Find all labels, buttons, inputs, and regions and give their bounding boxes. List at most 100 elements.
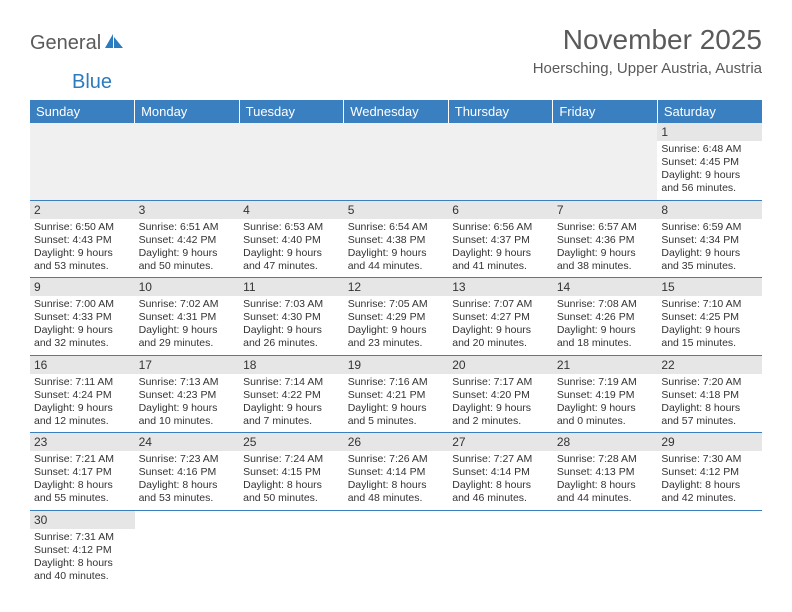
sunset-text: Sunset: 4:27 PM <box>452 311 549 324</box>
calendar-cell: 11Sunrise: 7:03 AMSunset: 4:30 PMDayligh… <box>239 278 344 356</box>
daylight-text: Daylight: 9 hours <box>452 402 549 415</box>
location-text: Hoersching, Upper Austria, Austria <box>533 60 762 77</box>
daylight-text: Daylight: 8 hours <box>139 479 236 492</box>
day-content: Sunrise: 7:13 AMSunset: 4:23 PMDaylight:… <box>135 374 240 433</box>
day-number: 12 <box>344 278 449 296</box>
calendar-table: SundayMondayTuesdayWednesdayThursdayFrid… <box>30 100 762 587</box>
calendar-cell: 12Sunrise: 7:05 AMSunset: 4:29 PMDayligh… <box>344 278 449 356</box>
sunset-text: Sunset: 4:12 PM <box>661 466 758 479</box>
daylight-text: Daylight: 9 hours <box>348 247 445 260</box>
day-number: 15 <box>657 278 762 296</box>
day-content: Sunrise: 7:00 AMSunset: 4:33 PMDaylight:… <box>30 296 135 355</box>
daylight-text-2: and 7 minutes. <box>243 415 340 428</box>
day-content: Sunrise: 7:02 AMSunset: 4:31 PMDaylight:… <box>135 296 240 355</box>
daylight-text: Daylight: 8 hours <box>661 479 758 492</box>
calendar-cell: 15Sunrise: 7:10 AMSunset: 4:25 PMDayligh… <box>657 278 762 356</box>
sunrise-text: Sunrise: 7:31 AM <box>34 531 131 544</box>
weekday-header: Sunday <box>30 100 135 123</box>
logo: General <box>30 24 127 55</box>
day-number: 25 <box>239 433 344 451</box>
sunrise-text: Sunrise: 6:57 AM <box>557 221 654 234</box>
day-number: 2 <box>30 201 135 219</box>
daylight-text: Daylight: 9 hours <box>34 247 131 260</box>
daylight-text: Daylight: 9 hours <box>139 247 236 260</box>
calendar-cell <box>30 123 135 200</box>
daylight-text-2: and 46 minutes. <box>452 492 549 505</box>
sunrise-text: Sunrise: 7:03 AM <box>243 298 340 311</box>
calendar-cell: 25Sunrise: 7:24 AMSunset: 4:15 PMDayligh… <box>239 433 344 511</box>
daylight-text: Daylight: 9 hours <box>243 402 340 415</box>
day-content: Sunrise: 7:30 AMSunset: 4:12 PMDaylight:… <box>657 451 762 510</box>
sunset-text: Sunset: 4:21 PM <box>348 389 445 402</box>
daylight-text-2: and 44 minutes. <box>557 492 654 505</box>
daylight-text: Daylight: 9 hours <box>452 324 549 337</box>
sunset-text: Sunset: 4:12 PM <box>34 544 131 557</box>
day-number: 30 <box>30 511 135 529</box>
daylight-text-2: and 53 minutes. <box>139 492 236 505</box>
day-content: Sunrise: 7:31 AMSunset: 4:12 PMDaylight:… <box>30 529 135 588</box>
day-content: Sunrise: 7:27 AMSunset: 4:14 PMDaylight:… <box>448 451 553 510</box>
daylight-text-2: and 53 minutes. <box>34 260 131 273</box>
day-number: 10 <box>135 278 240 296</box>
daylight-text: Daylight: 8 hours <box>34 479 131 492</box>
daylight-text: Daylight: 9 hours <box>557 402 654 415</box>
sunrise-text: Sunrise: 7:00 AM <box>34 298 131 311</box>
calendar-cell: 27Sunrise: 7:27 AMSunset: 4:14 PMDayligh… <box>448 433 553 511</box>
daylight-text-2: and 10 minutes. <box>139 415 236 428</box>
weekday-header: Wednesday <box>344 100 449 123</box>
day-content: Sunrise: 6:57 AMSunset: 4:36 PMDaylight:… <box>553 219 658 278</box>
day-number: 24 <box>135 433 240 451</box>
daylight-text: Daylight: 9 hours <box>243 247 340 260</box>
sunrise-text: Sunrise: 7:24 AM <box>243 453 340 466</box>
calendar-cell: 13Sunrise: 7:07 AMSunset: 4:27 PMDayligh… <box>448 278 553 356</box>
calendar-cell: 18Sunrise: 7:14 AMSunset: 4:22 PMDayligh… <box>239 355 344 433</box>
daylight-text-2: and 44 minutes. <box>348 260 445 273</box>
calendar-cell: 4Sunrise: 6:53 AMSunset: 4:40 PMDaylight… <box>239 200 344 278</box>
day-content: Sunrise: 6:48 AMSunset: 4:45 PMDaylight:… <box>657 141 762 200</box>
daylight-text-2: and 35 minutes. <box>661 260 758 273</box>
day-number: 20 <box>448 356 553 374</box>
calendar-cell: 17Sunrise: 7:13 AMSunset: 4:23 PMDayligh… <box>135 355 240 433</box>
calendar-cell <box>239 510 344 587</box>
calendar-cell: 5Sunrise: 6:54 AMSunset: 4:38 PMDaylight… <box>344 200 449 278</box>
calendar-cell: 8Sunrise: 6:59 AMSunset: 4:34 PMDaylight… <box>657 200 762 278</box>
daylight-text-2: and 12 minutes. <box>34 415 131 428</box>
sunrise-text: Sunrise: 7:11 AM <box>34 376 131 389</box>
sunset-text: Sunset: 4:23 PM <box>139 389 236 402</box>
day-content: Sunrise: 7:21 AMSunset: 4:17 PMDaylight:… <box>30 451 135 510</box>
sunrise-text: Sunrise: 6:50 AM <box>34 221 131 234</box>
daylight-text: Daylight: 9 hours <box>557 324 654 337</box>
calendar-cell: 10Sunrise: 7:02 AMSunset: 4:31 PMDayligh… <box>135 278 240 356</box>
weekday-header: Thursday <box>448 100 553 123</box>
daylight-text-2: and 20 minutes. <box>452 337 549 350</box>
day-content: Sunrise: 6:53 AMSunset: 4:40 PMDaylight:… <box>239 219 344 278</box>
sunrise-text: Sunrise: 7:28 AM <box>557 453 654 466</box>
sunset-text: Sunset: 4:29 PM <box>348 311 445 324</box>
calendar-cell: 14Sunrise: 7:08 AMSunset: 4:26 PMDayligh… <box>553 278 658 356</box>
day-content: Sunrise: 7:24 AMSunset: 4:15 PMDaylight:… <box>239 451 344 510</box>
day-number: 14 <box>553 278 658 296</box>
daylight-text-2: and 47 minutes. <box>243 260 340 273</box>
sunset-text: Sunset: 4:43 PM <box>34 234 131 247</box>
daylight-text-2: and 38 minutes. <box>557 260 654 273</box>
day-content: Sunrise: 7:23 AMSunset: 4:16 PMDaylight:… <box>135 451 240 510</box>
calendar-cell: 3Sunrise: 6:51 AMSunset: 4:42 PMDaylight… <box>135 200 240 278</box>
day-number: 16 <box>30 356 135 374</box>
day-number: 28 <box>553 433 658 451</box>
sunset-text: Sunset: 4:30 PM <box>243 311 340 324</box>
sunrise-text: Sunrise: 6:48 AM <box>661 143 758 156</box>
sunrise-text: Sunrise: 7:23 AM <box>139 453 236 466</box>
day-content: Sunrise: 7:07 AMSunset: 4:27 PMDaylight:… <box>448 296 553 355</box>
daylight-text-2: and 15 minutes. <box>661 337 758 350</box>
daylight-text-2: and 41 minutes. <box>452 260 549 273</box>
daylight-text: Daylight: 8 hours <box>34 557 131 570</box>
day-number: 22 <box>657 356 762 374</box>
calendar-cell <box>448 510 553 587</box>
daylight-text-2: and 50 minutes. <box>243 492 340 505</box>
calendar-cell: 29Sunrise: 7:30 AMSunset: 4:12 PMDayligh… <box>657 433 762 511</box>
daylight-text: Daylight: 9 hours <box>661 324 758 337</box>
day-number: 1 <box>657 123 762 141</box>
daylight-text-2: and 48 minutes. <box>348 492 445 505</box>
sunrise-text: Sunrise: 7:20 AM <box>661 376 758 389</box>
sunset-text: Sunset: 4:17 PM <box>34 466 131 479</box>
